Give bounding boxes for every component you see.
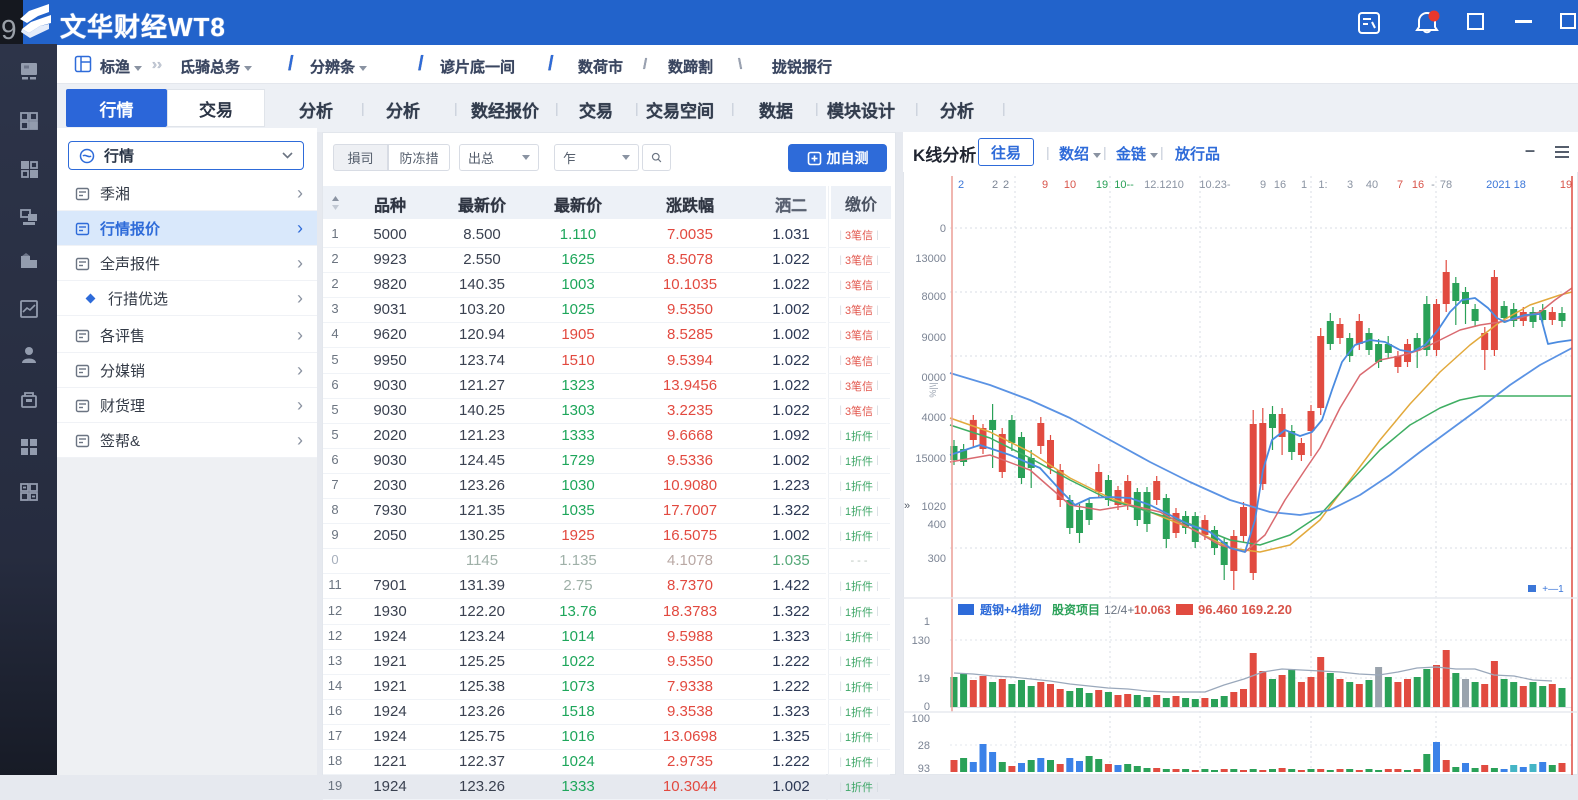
svg-text:130: 130 [912,635,930,647]
svg-text:0: 0 [924,701,930,713]
svg-text:12.1210: 12.1210 [1144,179,1184,191]
svg-text:0000: 0000 [922,372,946,384]
svg-text:股资项目: 股资项目 [1052,602,1100,617]
svg-text:9: 9 [1042,179,1048,191]
svg-text:»: » [904,500,910,512]
svg-text:300: 300 [928,553,946,565]
svg-text:9: 9 [1260,179,1266,191]
svg-text:2021 18: 2021 18 [1486,179,1526,191]
svg-text:1: 1 [1301,179,1307,191]
svg-text:16: 16 [1412,179,1424,191]
svg-text:10--: 10-- [1114,179,1134,191]
svg-text:-: - [1431,179,1435,191]
svg-text:78: 78 [1440,179,1452,191]
svg-text:0: 0 [940,223,946,235]
svg-text:93: 93 [918,763,930,775]
svg-text:12/4+: 12/4+ [1104,603,1134,617]
svg-text:96.460 169.2.20: 96.460 169.2.20 [1198,602,1292,617]
svg-text:1: 1 [924,616,930,628]
svg-text:28: 28 [918,740,930,752]
svg-text:16: 16 [1274,179,1286,191]
svg-text:10: 10 [1064,179,1076,191]
svg-text:19: 19 [1560,179,1572,191]
svg-text:7: 7 [1397,179,1403,191]
svg-text:40: 40 [1366,179,1378,191]
svg-text:400: 400 [928,519,946,531]
svg-text:题钢+4措纫: 题钢+4措纫 [980,602,1042,617]
svg-text:13000: 13000 [915,253,946,265]
svg-text:2: 2 [1003,179,1009,191]
svg-text:%|\|: %|\| [928,382,938,397]
svg-text:1:: 1: [1318,179,1327,191]
svg-text:3: 3 [1347,179,1353,191]
svg-text:4000: 4000 [922,412,946,424]
svg-text:15000: 15000 [915,453,946,465]
svg-text:10.23-: 10.23- [1199,179,1231,191]
svg-text:+—1: +—1 [1542,584,1564,595]
svg-text:2: 2 [992,179,998,191]
svg-text:100: 100 [912,713,930,725]
svg-text:19: 19 [1096,179,1108,191]
svg-text:10.063: 10.063 [1134,603,1171,617]
svg-text:8000: 8000 [922,291,946,303]
svg-text:1020: 1020 [922,501,946,513]
svg-text:2: 2 [958,179,964,191]
svg-text:19: 19 [918,673,930,685]
svg-text:9000: 9000 [922,332,946,344]
